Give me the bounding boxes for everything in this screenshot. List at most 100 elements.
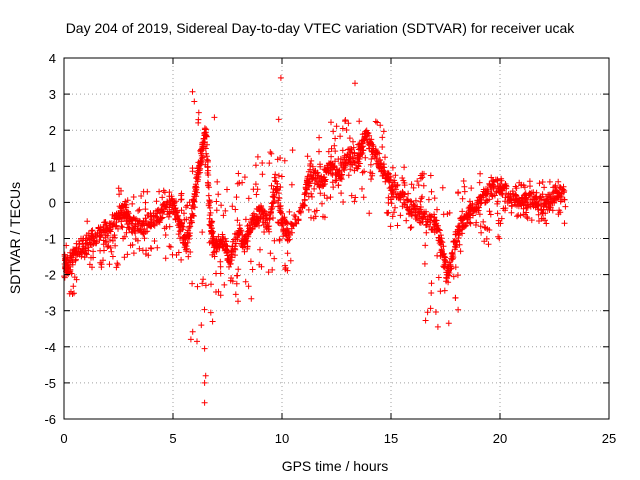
data-point bbox=[90, 248, 97, 255]
data-point bbox=[331, 142, 338, 149]
data-point bbox=[187, 336, 194, 343]
data-point bbox=[311, 208, 318, 215]
data-point bbox=[206, 198, 213, 205]
data-point bbox=[425, 196, 432, 203]
data-point bbox=[327, 166, 334, 173]
data-point bbox=[536, 180, 543, 187]
data-point bbox=[217, 292, 224, 299]
data-point bbox=[482, 224, 489, 231]
data-point bbox=[108, 248, 115, 255]
data-point bbox=[402, 200, 409, 206]
data-point bbox=[367, 169, 374, 176]
data-point bbox=[213, 289, 219, 295]
data-point bbox=[380, 169, 387, 176]
data-point bbox=[275, 116, 282, 123]
data-point bbox=[452, 239, 459, 246]
data-point bbox=[333, 177, 340, 184]
data-point bbox=[445, 320, 452, 327]
data-point bbox=[175, 249, 182, 256]
data-point bbox=[456, 241, 463, 248]
data-point bbox=[222, 207, 229, 214]
data-point bbox=[437, 288, 444, 295]
data-point bbox=[120, 235, 127, 242]
data-point bbox=[486, 208, 493, 215]
data-point bbox=[448, 265, 455, 272]
data-point bbox=[436, 227, 443, 234]
data-point bbox=[267, 250, 274, 257]
data-point bbox=[211, 114, 218, 121]
data-point bbox=[328, 153, 335, 160]
data-point bbox=[187, 249, 194, 255]
y-tick-label: 0 bbox=[49, 195, 56, 210]
data-point bbox=[147, 245, 154, 251]
data-point bbox=[487, 211, 494, 218]
data-point bbox=[342, 162, 349, 169]
data-point bbox=[85, 247, 92, 254]
data-point bbox=[337, 160, 344, 167]
data-point bbox=[389, 164, 396, 171]
y-tick-label: 3 bbox=[49, 87, 56, 102]
data-point bbox=[165, 213, 172, 220]
data-point bbox=[253, 191, 260, 198]
data-point bbox=[271, 174, 278, 181]
data-point bbox=[373, 155, 380, 162]
data-point bbox=[440, 243, 447, 250]
data-point bbox=[258, 203, 265, 210]
data-point bbox=[325, 148, 332, 155]
data-point bbox=[123, 229, 130, 236]
data-point bbox=[515, 212, 522, 219]
data-point bbox=[543, 220, 550, 227]
data-point bbox=[486, 227, 493, 233]
chart-title: Day 204 of 2019, Sidereal Day-to-day VTE… bbox=[66, 20, 576, 36]
data-point bbox=[301, 202, 308, 209]
data-point bbox=[367, 140, 374, 147]
data-point bbox=[502, 181, 509, 187]
data-point bbox=[539, 191, 546, 198]
data-point bbox=[360, 147, 367, 154]
data-point bbox=[191, 98, 198, 105]
data-point bbox=[254, 153, 261, 160]
data-point bbox=[335, 156, 342, 163]
data-point bbox=[374, 119, 381, 126]
data-point bbox=[526, 178, 533, 185]
data-point bbox=[457, 248, 464, 255]
data-point bbox=[201, 399, 208, 406]
data-point bbox=[476, 179, 483, 186]
data-point bbox=[68, 270, 75, 277]
data-point bbox=[267, 209, 274, 216]
data-point bbox=[521, 184, 528, 191]
data-point bbox=[291, 212, 298, 219]
data-point bbox=[110, 234, 116, 241]
data-point bbox=[209, 318, 216, 325]
data-point bbox=[258, 263, 265, 270]
data-point bbox=[267, 149, 274, 156]
data-point bbox=[164, 198, 171, 205]
data-point bbox=[442, 258, 449, 265]
data-point bbox=[278, 173, 285, 180]
data-point bbox=[316, 148, 322, 155]
data-point bbox=[452, 294, 459, 301]
data-point bbox=[104, 243, 111, 250]
data-point bbox=[480, 218, 487, 225]
data-point bbox=[465, 215, 472, 222]
data-point bbox=[286, 208, 293, 215]
data-point bbox=[531, 202, 538, 209]
data-point bbox=[235, 298, 241, 305]
data-point bbox=[201, 345, 208, 352]
data-point bbox=[98, 264, 105, 271]
data-point bbox=[175, 212, 182, 219]
data-point bbox=[252, 181, 259, 188]
data-point bbox=[101, 247, 107, 254]
data-point bbox=[229, 203, 236, 210]
data-point bbox=[116, 203, 123, 210]
data-point bbox=[475, 207, 482, 214]
data-point bbox=[276, 194, 283, 201]
data-point bbox=[233, 280, 240, 287]
data-point bbox=[518, 182, 525, 189]
data-point bbox=[287, 257, 294, 264]
data-point bbox=[541, 184, 548, 191]
data-point bbox=[431, 211, 438, 218]
data-point bbox=[327, 194, 334, 201]
data-point bbox=[201, 125, 208, 132]
data-point bbox=[71, 274, 78, 281]
